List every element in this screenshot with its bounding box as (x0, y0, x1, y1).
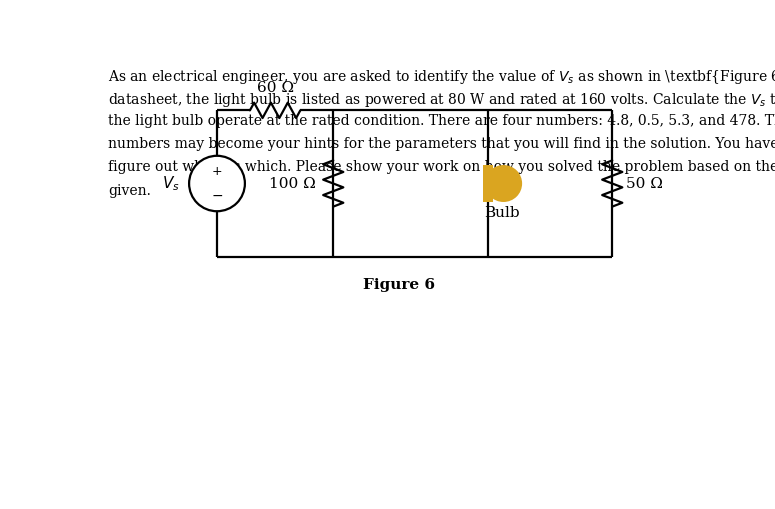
Circle shape (485, 165, 522, 202)
Text: given.: given. (109, 184, 151, 197)
Bar (484, 165, 493, 202)
Text: 50 Ω: 50 Ω (626, 177, 663, 190)
Text: numbers may become your hints for the parameters that you will find in the solut: numbers may become your hints for the pa… (109, 137, 775, 151)
Text: −: − (211, 189, 223, 203)
Text: figure out which is which. Please show your work on how you solved the problem b: figure out which is which. Please show y… (109, 160, 775, 175)
Text: +: + (212, 164, 222, 178)
Circle shape (189, 156, 245, 211)
Text: 100 Ω: 100 Ω (270, 177, 316, 190)
Text: 60 Ω: 60 Ω (257, 81, 294, 95)
Text: the light bulb operate at the rated condition. There are four numbers: 4.8, 0.5,: the light bulb operate at the rated cond… (109, 114, 775, 128)
Text: datasheet, the light bulb is listed as powered at 80 W and rated at 160 volts. C: datasheet, the light bulb is listed as p… (109, 91, 775, 109)
Text: $V_s$: $V_s$ (162, 174, 180, 193)
Text: Bulb: Bulb (484, 206, 520, 220)
Text: Figure 6: Figure 6 (363, 278, 435, 292)
Text: As an electrical engineer, you are asked to identify the value of $V_s$ as shown: As an electrical engineer, you are asked… (109, 68, 775, 86)
